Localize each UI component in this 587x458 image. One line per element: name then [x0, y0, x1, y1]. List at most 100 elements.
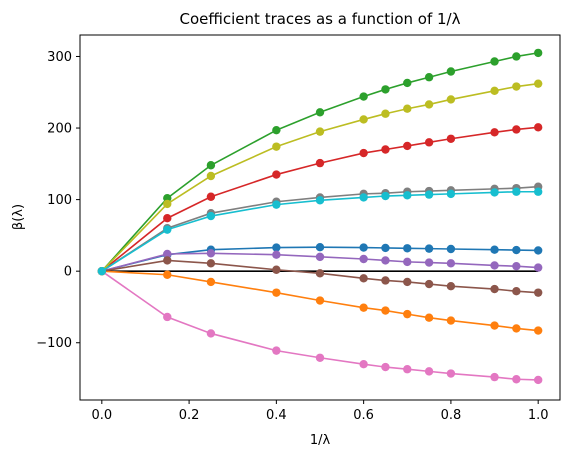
series-10-point-3	[206, 211, 216, 221]
series-6-point-6	[359, 274, 368, 283]
series-6-point-3	[206, 259, 216, 268]
series-5-point-6	[359, 254, 368, 264]
x-tick-label: 0.8	[441, 408, 462, 423]
series-3-point-11	[490, 57, 499, 66]
series-4-point-9	[424, 138, 434, 147]
x-tick-label: 0.2	[179, 408, 200, 423]
series-6-point-11	[490, 284, 499, 294]
series-2-point-12	[512, 324, 521, 333]
series-5-point-12	[512, 261, 521, 271]
axis-ticks: 0.0 0.2 0.4 0.6 0.8 1.0 −100 0 100 200 300	[36, 50, 548, 423]
series-3-point-9	[424, 73, 434, 82]
series-10-point-5	[315, 196, 325, 205]
series-3-point-12	[512, 52, 521, 61]
series-7-point-9	[424, 367, 434, 376]
series-4-point-6	[359, 148, 368, 158]
series-10-point-8	[403, 191, 412, 200]
chart-title: Coefficient traces as a function of 1/λ	[180, 10, 461, 28]
series-5-point-8	[403, 257, 412, 267]
series-9-point-2	[163, 199, 172, 209]
series-3-point-7	[381, 85, 390, 94]
series-7-point-13	[533, 375, 543, 385]
series-6-point-12	[512, 287, 521, 296]
series-1-point-12	[512, 245, 521, 255]
y-tick-label: 300	[47, 50, 72, 65]
series-9-point-6	[359, 115, 368, 124]
series-5-point-4	[272, 250, 281, 259]
series-9-point-7	[381, 109, 390, 118]
series-1-point-5	[315, 243, 325, 252]
series-5-point-2	[163, 249, 172, 259]
series-7-point-5	[315, 353, 325, 362]
series-5-point-13	[533, 263, 543, 272]
series-4-point-7	[381, 145, 390, 154]
x-tick-label: 1.0	[528, 408, 549, 423]
series-6-point-2	[163, 256, 172, 265]
series-1-point-10	[446, 244, 456, 254]
series-9-point-9	[424, 100, 434, 109]
series-10-point-6	[359, 193, 368, 202]
series-5-point-7	[381, 256, 390, 265]
series-10-point-7	[381, 191, 390, 201]
series-9-point-8	[403, 104, 412, 113]
series-4-point-11	[490, 128, 499, 137]
series-10-point-10	[446, 189, 456, 199]
series-1-point-6	[359, 243, 368, 252]
series-9-point-13	[533, 79, 543, 88]
series-2-point-10	[446, 316, 456, 325]
series-4-point-12	[512, 125, 521, 134]
y-tick-label: 100	[47, 193, 72, 208]
x-tick-label: 0.0	[91, 408, 112, 423]
series-5-point-3	[206, 249, 216, 258]
series-7-point-8	[403, 365, 412, 374]
series-2-point-8	[403, 309, 412, 319]
series-6-point-10	[446, 282, 456, 291]
series-7-point-12	[512, 375, 521, 384]
series-7-point-3	[206, 329, 216, 338]
series-6-point-4	[272, 265, 281, 274]
series-1-point-4	[272, 243, 281, 252]
series-4-point-4	[272, 170, 281, 179]
series-7-point-2	[163, 312, 172, 322]
series-5-point-9	[424, 258, 434, 267]
series-9-point-11	[490, 86, 499, 96]
series-10-point-1	[97, 266, 107, 276]
series-10-point-4	[272, 200, 281, 209]
series-9-point-4	[272, 142, 281, 151]
series-7-point-10	[446, 369, 456, 378]
series-2-point-3	[206, 277, 216, 287]
series-2-point-11	[490, 321, 499, 330]
series-1-point-11	[490, 245, 499, 254]
series-6-point-9	[424, 279, 434, 289]
y-tick-label: −100	[36, 336, 72, 351]
series-2-point-9	[424, 313, 434, 322]
series-7-point-4	[272, 346, 281, 355]
series-7-point-11	[490, 372, 499, 382]
x-tick-label: 0.6	[353, 408, 374, 423]
series-4-point-10	[446, 134, 456, 143]
series-1-point-7	[381, 243, 390, 253]
series-5-point-5	[315, 252, 325, 262]
x-axis-label: 1/λ	[310, 433, 331, 448]
series-3-point-13	[533, 48, 543, 58]
series-10-point-13	[533, 187, 543, 196]
series-10-point-9	[424, 190, 434, 199]
series-7-point-6	[359, 360, 368, 369]
series-4-point-13	[533, 123, 543, 132]
series-2-point-13	[533, 326, 543, 335]
series-1-point-13	[533, 246, 543, 255]
plot-area	[97, 48, 543, 385]
series-9-point-10	[446, 95, 456, 104]
series-9-point-3	[206, 171, 216, 181]
series-6-point-7	[381, 276, 390, 285]
series-7-point-7	[381, 362, 390, 372]
series-2-point-2	[163, 270, 172, 279]
series-10-point-2	[163, 225, 172, 234]
series-6-point-13	[533, 288, 543, 297]
series-3-point-8	[403, 78, 412, 88]
series-10-point-12	[512, 187, 521, 196]
series-3-point-6	[359, 92, 368, 101]
x-tick-label: 0.4	[266, 408, 287, 423]
series-5-point-10	[446, 259, 456, 268]
